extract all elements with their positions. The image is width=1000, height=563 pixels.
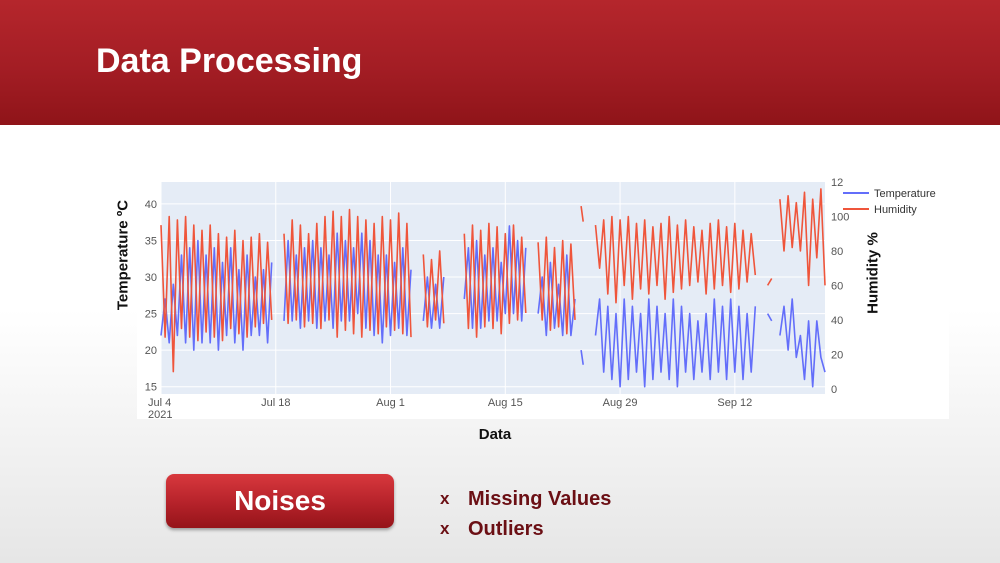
x-bullet-icon: x (440, 489, 450, 508)
y-tick-label: 30 (145, 272, 157, 284)
y2-tick-label: 12 (831, 177, 843, 189)
y2-tick-label: 40 (831, 315, 843, 327)
y-tick-label: 20 (145, 345, 157, 357)
x-tick-sublabel: 2021 (148, 409, 172, 419)
y2-tick-label: 60 (831, 280, 843, 292)
x-bullet-icon: x (440, 519, 450, 538)
y-tick-label: 35 (145, 235, 157, 247)
y-axis-title-temperature: Temperature ºC (114, 199, 132, 311)
y-tick-label: 15 (145, 382, 157, 394)
y-tick-label: 25 (145, 309, 157, 321)
legend-label-humidity: Humidity (874, 204, 917, 216)
noise-type-list: x Missing Values x Outliers (440, 484, 611, 544)
x-tick-label: Jul 4 (148, 397, 171, 409)
list-item-text: Missing Values (468, 487, 612, 510)
y2-tick-label: 100 (831, 211, 849, 223)
x-tick-label: Aug 15 (488, 397, 523, 409)
x-axis-title: Data (478, 426, 512, 443)
legend-label-temperature: Temperature (874, 188, 936, 200)
list-item: x Missing Values (440, 484, 611, 514)
chart-container: 15 20 25 30 35 40 Jul 4 2021 Jul 18 Aug 1 Aug 15 Au… (137, 161, 949, 419)
x-tick-label: Aug 1 (376, 397, 405, 409)
x-tick-label: Aug 29 (603, 397, 638, 409)
list-item-text: Outliers (468, 517, 544, 540)
list-item: x Outliers (440, 514, 611, 544)
y2-tick-label: 0 (831, 384, 837, 396)
title-banner: Data Processing (0, 0, 1000, 125)
y2-tick-label: 20 (831, 349, 843, 361)
series-lines (160, 188, 826, 388)
series-line-humidity (160, 188, 826, 373)
y-axis-title-humidity: Humidity % (864, 232, 882, 314)
x-tick-label: Jul 18 (261, 397, 290, 409)
page-title: Data Processing (96, 42, 363, 80)
x-tick-label: Sep 12 (717, 397, 752, 409)
legend: Temperature Humidity (843, 188, 936, 216)
y-tick-label: 40 (145, 199, 157, 211)
noises-button[interactable]: Noises (166, 474, 394, 528)
y2-tick-label: 80 (831, 246, 843, 258)
